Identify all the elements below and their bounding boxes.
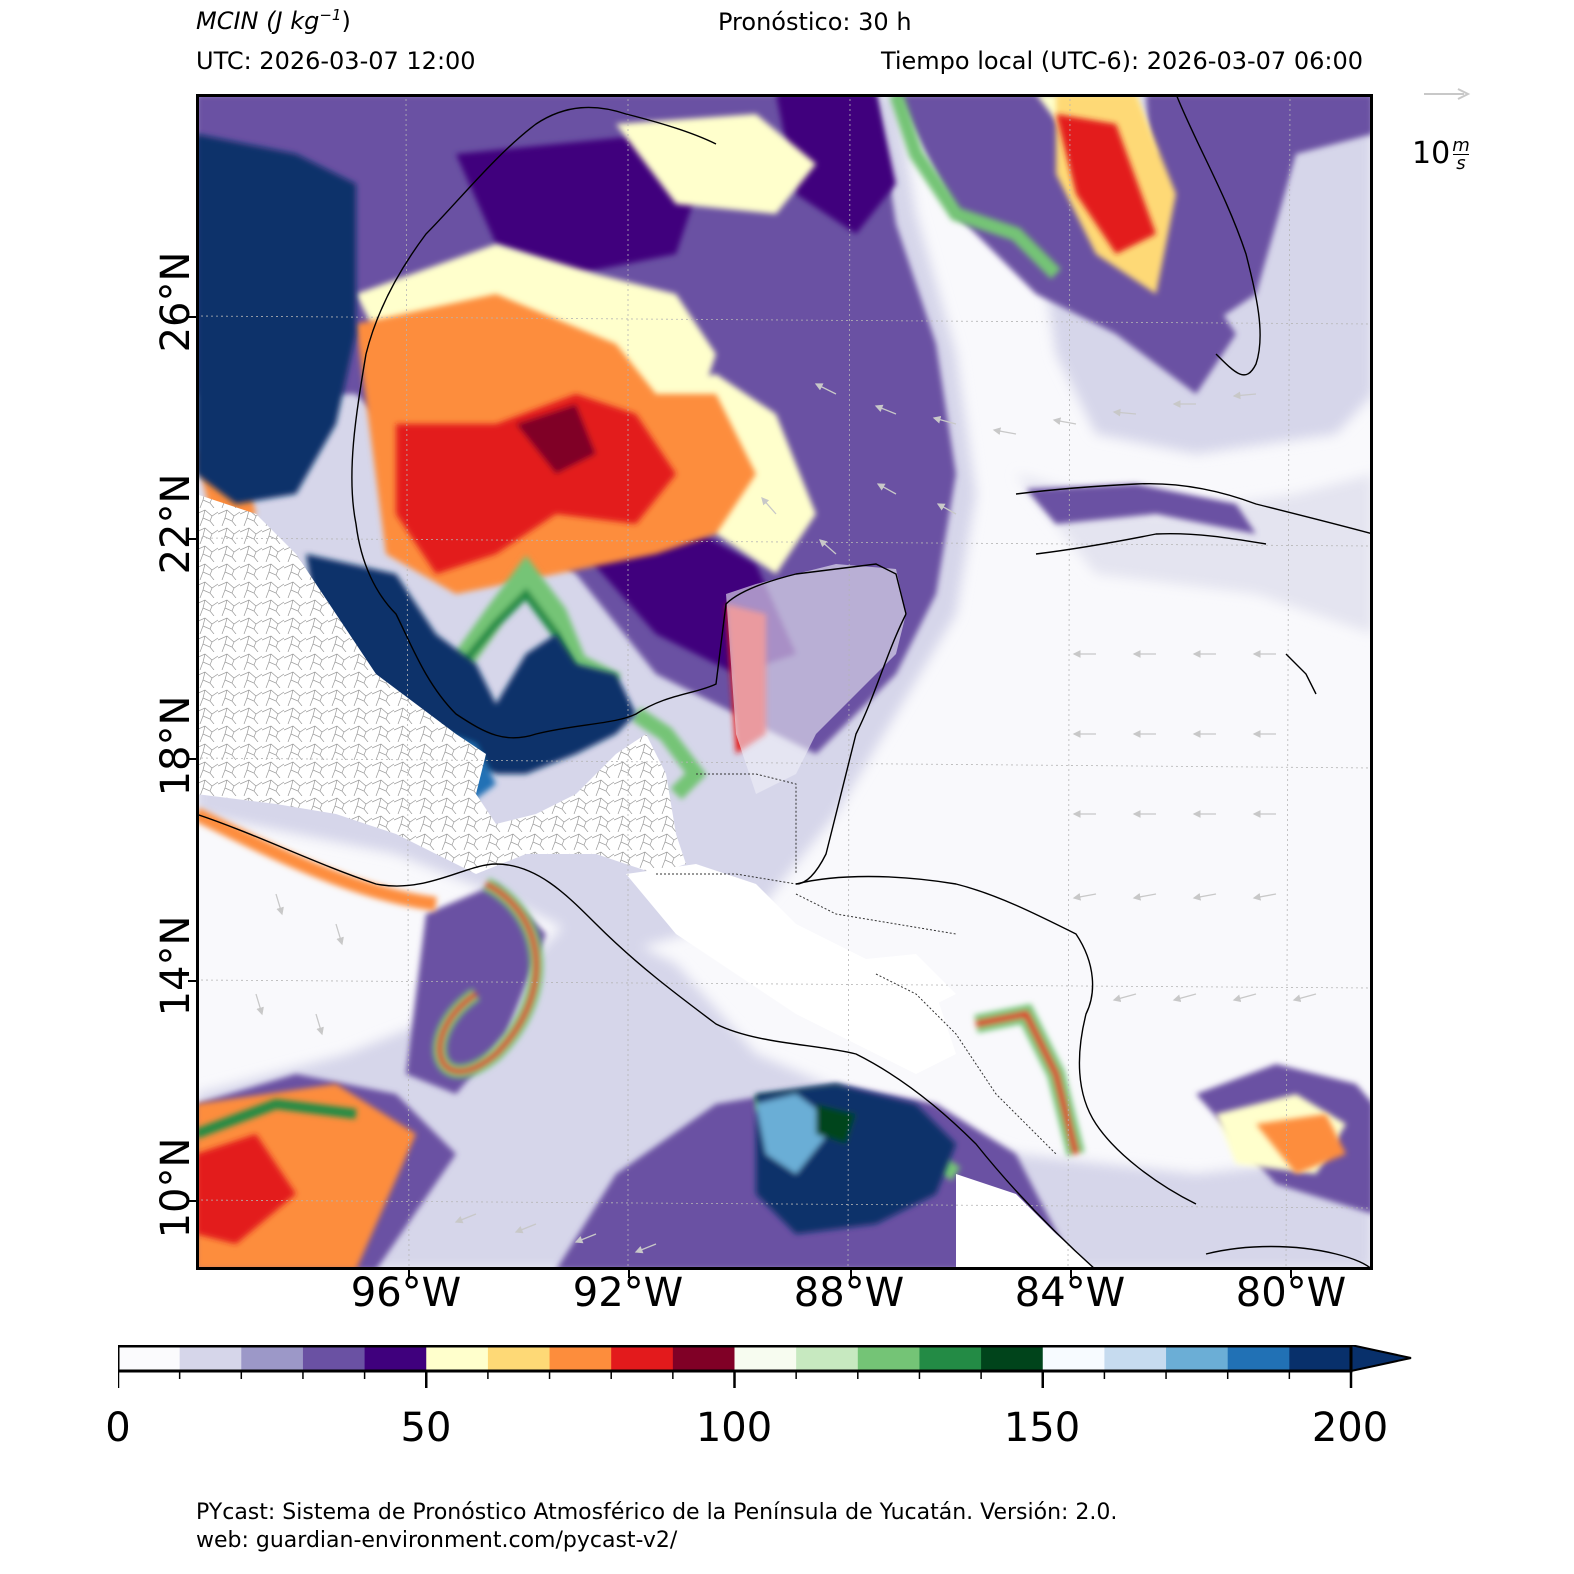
colorbar-swatch (549, 1346, 612, 1371)
units-close: ) (341, 7, 351, 35)
wind-key-arrow-icon (1424, 88, 1471, 100)
wind-reference-key: 10 m s (1412, 86, 1492, 186)
lat-tick (188, 1200, 196, 1202)
wind-key-speed: 10 (1412, 136, 1451, 171)
units-open: (J kg (266, 7, 320, 35)
colorbar-swatch (1227, 1346, 1290, 1371)
colorbar-label-0: 0 (105, 1405, 131, 1451)
colorbar-label-200: 200 (1311, 1405, 1389, 1451)
forecast-hour: Pronóstico: 30 h (718, 8, 912, 36)
mcin-map (196, 94, 1373, 1270)
lat-label-26n: 26°N (153, 251, 199, 353)
colorbar-swatch (857, 1346, 920, 1371)
colorbar-swatches (118, 1346, 1352, 1371)
colorbar-swatch (611, 1346, 674, 1371)
lon-tick (1070, 1270, 1072, 1278)
footer-credit: PYcast: Sistema de Pronóstico Atmosféric… (196, 1500, 1118, 1525)
colorbar-label-100: 100 (695, 1405, 773, 1451)
colorbar-swatch (487, 1346, 551, 1371)
colorbar-swatch (672, 1346, 735, 1371)
lat-tick (188, 758, 196, 760)
colorbar-swatch (981, 1346, 1044, 1371)
colorbar-ticks (118, 1371, 1353, 1388)
land-mask (196, 494, 1096, 1270)
lat-label-18n: 18°N (153, 695, 199, 797)
lat-label-10n: 10°N (153, 1137, 199, 1239)
lon-tick (628, 1270, 630, 1278)
footer-web: web: guardian-environment.com/pycast-v2/ (196, 1528, 678, 1553)
lon-label-96w: 96°W (350, 1270, 462, 1316)
coastlines (196, 94, 1373, 1270)
wind-key-label: 10 m s (1412, 134, 1470, 175)
colorbar-swatch (1289, 1346, 1352, 1371)
variable-name: MCIN (196, 7, 259, 35)
lon-label-88w: 88°W (793, 1270, 905, 1316)
colorbar-swatch (179, 1346, 242, 1371)
lon-label-80w: 80°W (1235, 1270, 1347, 1316)
colorbar-swatch (426, 1346, 489, 1371)
local-time: Tiempo local (UTC-6): 2026-03-07 06:00 (880, 47, 1363, 75)
colorbar-swatch (241, 1346, 304, 1371)
lon-label-84w: 84°W (1014, 1270, 1126, 1316)
lat-tick (188, 538, 196, 540)
colorbar-label-150: 150 (1003, 1405, 1081, 1451)
colorbar-swatch (796, 1346, 859, 1371)
lon-label-92w: 92°W (572, 1270, 684, 1316)
colorbar-swatch (734, 1346, 797, 1371)
wind-key-unit-den: s (1456, 153, 1466, 175)
colorbar-swatch (1104, 1346, 1167, 1371)
graticule (196, 94, 1373, 1270)
map-panel (196, 94, 1373, 1270)
wind-key-unit-num: m (1452, 134, 1470, 156)
lon-tick (850, 1270, 852, 1278)
colorbar-swatch (364, 1346, 427, 1371)
lon-tick (408, 1270, 410, 1278)
utc-time: UTC: 2026-03-07 12:00 (196, 47, 476, 75)
lat-tick (188, 316, 196, 318)
variable-label: MCIN (J kg−1) (196, 6, 351, 35)
colorbar-label-50: 50 (400, 1405, 452, 1451)
units-exponent: −1 (319, 6, 342, 24)
lat-tick (188, 980, 196, 982)
wind-key-unit-bar (1452, 153, 1469, 156)
colorbar-swatch (1042, 1346, 1105, 1371)
lat-label-22n: 22°N (153, 473, 199, 575)
borders (656, 773, 1057, 1155)
colorbar-swatch (1166, 1346, 1229, 1371)
lon-tick (1290, 1270, 1292, 1278)
colorbar-swatch (302, 1346, 366, 1371)
colorbar (118, 1345, 1412, 1388)
colorbar-swatch (919, 1346, 982, 1371)
wind-vectors (255, 383, 1317, 1254)
colorbar-extend-arrow (1350, 1345, 1412, 1373)
colorbar-swatch (118, 1346, 181, 1371)
lat-label-14n: 14°N (153, 915, 199, 1017)
